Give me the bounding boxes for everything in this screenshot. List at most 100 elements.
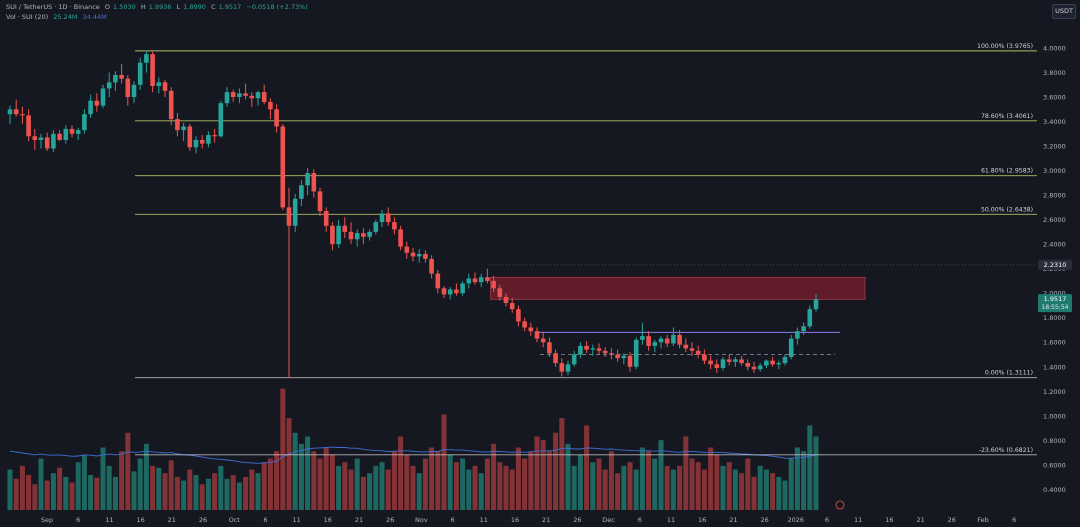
- candle-body: [460, 283, 465, 294]
- price-label-text: 1.9517: [1044, 295, 1067, 303]
- volume-bar: [181, 480, 187, 510]
- x-tick-label: 6: [451, 516, 455, 524]
- volume-bar: [255, 473, 261, 510]
- volume-bar: [745, 458, 751, 510]
- x-tick-label: Nov: [415, 516, 428, 524]
- candle-body: [323, 211, 329, 226]
- volume-bar: [100, 447, 106, 510]
- volume-bar: [88, 475, 94, 510]
- candle-body: [522, 321, 527, 328]
- candle-body: [795, 331, 800, 339]
- volume-bar: [75, 462, 81, 510]
- candle-body: [534, 331, 540, 339]
- candle-body: [82, 114, 87, 131]
- candle-body: [745, 363, 751, 367]
- x-tick-label: 11: [105, 516, 113, 524]
- currency-selector[interactable]: USDT: [1052, 4, 1076, 19]
- candle-body: [410, 252, 416, 257]
- candle-body: [540, 338, 546, 343]
- volume-bar: [794, 447, 800, 510]
- x-tick-label: 26: [948, 516, 956, 524]
- candle-body: [137, 62, 143, 85]
- x-tick-label: 6: [76, 516, 80, 524]
- candle-body: [342, 225, 348, 232]
- volume-bar: [695, 462, 701, 510]
- volume-bar: [360, 476, 366, 510]
- candle-body: [367, 231, 372, 237]
- volume-bar: [559, 418, 565, 510]
- y-tick-label: 3.4000: [1043, 118, 1066, 126]
- volume-bar: [119, 451, 125, 510]
- candle-body: [193, 139, 199, 148]
- x-tick-label: Sep: [41, 516, 53, 524]
- volume-bar: [305, 436, 311, 510]
- volume-bar: [546, 451, 552, 510]
- candle-body: [584, 345, 589, 350]
- x-tick-label: 26: [386, 516, 394, 524]
- x-tick-label: 26: [573, 516, 581, 524]
- candle-body: [677, 334, 682, 345]
- volume-bar: [50, 473, 56, 510]
- candle-body: [689, 348, 695, 351]
- candle-body: [13, 109, 19, 115]
- volume-bar: [664, 465, 670, 510]
- candle-body: [658, 338, 664, 343]
- volume-bar: [497, 462, 503, 510]
- candle-body: [44, 137, 50, 149]
- candle-body: [199, 139, 205, 144]
- fib-level-label: 100.00% (3.9765): [977, 43, 1033, 50]
- volume-bar: [150, 465, 156, 510]
- volume-bar: [739, 473, 745, 510]
- candle-body: [423, 253, 428, 259]
- volume-bar: [187, 469, 193, 510]
- candle-body: [528, 327, 534, 332]
- volume-bar: [608, 451, 614, 510]
- volume-bar: [534, 436, 540, 510]
- volume-bar: [131, 471, 137, 510]
- candle-body: [268, 101, 273, 110]
- volume-bar: [714, 454, 720, 510]
- volume-bar: [230, 475, 236, 510]
- x-tick-label: 6: [1012, 516, 1016, 524]
- candle-body: [652, 342, 658, 346]
- volume-bar: [137, 458, 143, 510]
- candle-body: [237, 93, 242, 98]
- volume-bar: [57, 467, 63, 510]
- candle-body: [813, 299, 819, 310]
- volume-bar: [261, 462, 267, 510]
- candle-body: [621, 355, 627, 359]
- high-label: H: [140, 3, 146, 11]
- volume-bar: [782, 480, 788, 510]
- volume-bar: [788, 458, 794, 510]
- candle-body: [181, 126, 186, 131]
- candle-body: [739, 359, 744, 364]
- volume-bar: [336, 465, 342, 510]
- volume-bar: [577, 454, 583, 510]
- y-tick-label: 3.2000: [1043, 143, 1066, 151]
- candle-body: [106, 82, 112, 89]
- volume-bar: [379, 462, 385, 510]
- candle-body: [243, 93, 248, 96]
- candle-body: [38, 137, 44, 140]
- volume-bar: [763, 469, 769, 510]
- volume-bar: [298, 443, 304, 510]
- candle-body: [416, 253, 422, 257]
- fib-level-label: 61.80% (2.9583): [981, 168, 1033, 175]
- x-tick-label: 16: [511, 516, 519, 524]
- volume-bar: [441, 414, 447, 510]
- candle-body: [491, 280, 496, 289]
- candle-body: [88, 100, 93, 115]
- candle-body: [609, 353, 614, 355]
- fib-level-label: 78.60% (3.4061): [981, 113, 1033, 120]
- price-label-text: 2.2310: [1044, 261, 1067, 269]
- volume-bar: [652, 458, 658, 510]
- y-tick-label: 0.6000: [1043, 461, 1066, 469]
- price-label-countdown: 18:55:54: [1042, 304, 1069, 311]
- volume-bar: [44, 480, 50, 510]
- candle-body: [695, 350, 701, 355]
- candle-body: [113, 74, 118, 83]
- volume-bar: [720, 465, 726, 510]
- candle-body: [509, 303, 515, 310]
